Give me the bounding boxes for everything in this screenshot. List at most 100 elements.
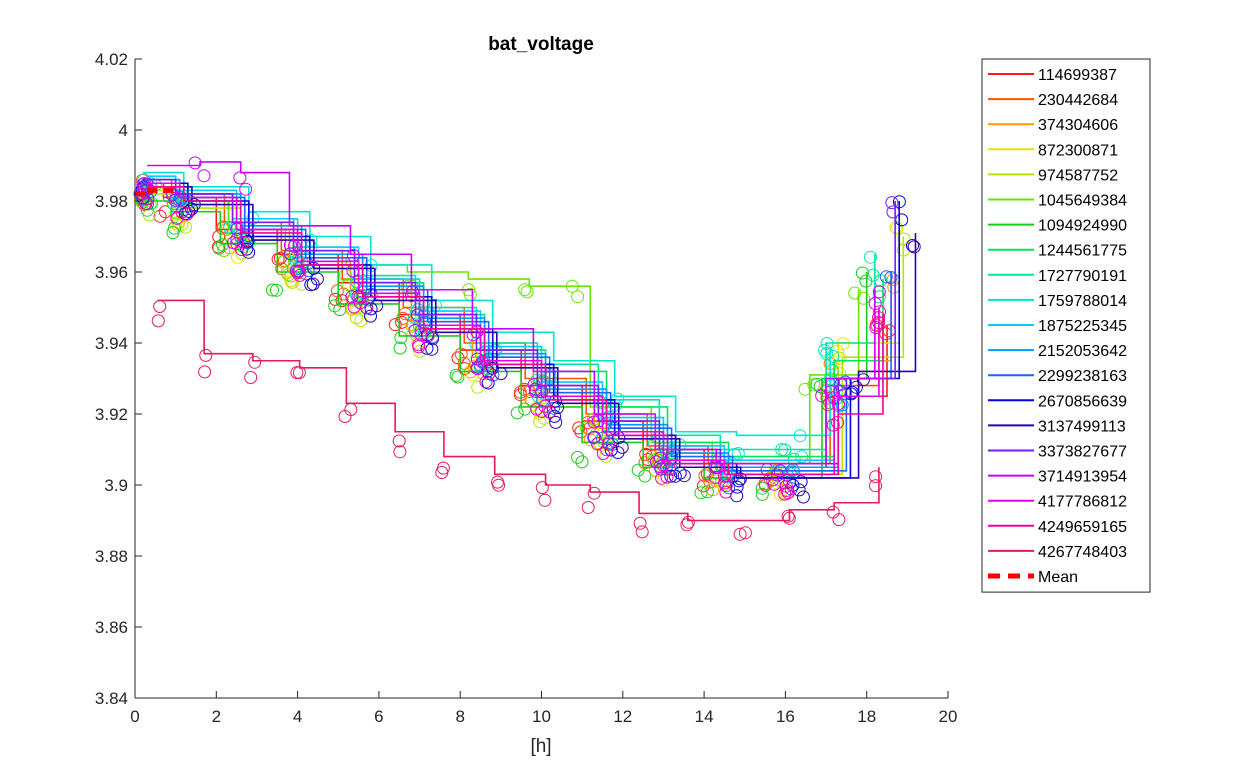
data-point	[872, 311, 886, 325]
data-point	[885, 196, 899, 210]
data-point	[180, 207, 194, 221]
x-tick-label: 2	[212, 707, 221, 726]
y-tick-label: 3.9	[104, 476, 128, 495]
data-point	[518, 283, 532, 297]
data-point	[240, 235, 254, 249]
data-point	[153, 300, 167, 313]
data-point	[872, 290, 886, 304]
data-point	[239, 182, 253, 196]
data-point	[571, 290, 585, 304]
data-point	[722, 481, 736, 495]
y-tick-label: 3.92	[95, 405, 128, 424]
legend-label: 3373827677	[1038, 444, 1127, 461]
data-point	[615, 440, 629, 454]
data-point	[283, 238, 297, 252]
data-point	[360, 301, 374, 315]
data-point	[168, 221, 181, 235]
x-tick-label: 4	[293, 707, 302, 726]
data-point	[344, 403, 358, 416]
data-point	[820, 347, 834, 360]
x-tick-label: 0	[130, 707, 139, 726]
legend-label: 2299238163	[1038, 368, 1127, 385]
data-point	[471, 362, 484, 376]
data-point	[906, 239, 919, 252]
y-tick-label: 3.84	[95, 689, 128, 708]
legend-label: 4177786812	[1038, 494, 1127, 511]
data-point	[449, 368, 463, 382]
data-point	[185, 202, 199, 216]
data-point	[660, 470, 674, 484]
x-tick-label: 16	[776, 707, 795, 726]
data-point	[392, 434, 406, 448]
data-point	[793, 429, 807, 443]
data-point	[169, 191, 183, 205]
data-point	[872, 316, 886, 329]
data-point	[587, 415, 601, 429]
data-point	[353, 290, 367, 304]
legend-label: 1875225345	[1038, 318, 1127, 335]
data-point	[773, 464, 787, 478]
series-line	[147, 186, 884, 476]
data-point	[212, 241, 226, 255]
data-point	[290, 366, 304, 380]
data-point	[141, 192, 155, 206]
legend-label: 4267748403	[1038, 544, 1127, 561]
data-point	[393, 445, 407, 459]
legend-label: 1727790191	[1038, 268, 1127, 285]
data-point	[549, 415, 563, 429]
legend-label: 1244561775	[1038, 243, 1127, 260]
chart-title: bat_voltage	[488, 34, 594, 55]
data-point	[884, 271, 898, 284]
y-tick-label: 3.98	[95, 192, 128, 211]
data-point	[708, 470, 722, 484]
data-point	[136, 177, 150, 191]
x-tick-label: 12	[613, 707, 632, 726]
legend-label: 974587752	[1038, 167, 1118, 184]
data-point	[310, 272, 324, 286]
data-point	[733, 472, 747, 486]
data-point	[778, 487, 792, 501]
data-point	[548, 409, 561, 423]
data-point	[892, 195, 906, 209]
data-point	[513, 385, 527, 399]
legend-label: 872300871	[1038, 142, 1118, 159]
data-point	[820, 337, 834, 350]
x-tick-label: 6	[374, 707, 383, 726]
data-point	[248, 355, 262, 369]
data-point	[533, 415, 547, 429]
data-point	[458, 362, 471, 376]
data-point	[425, 342, 439, 356]
data-point	[405, 319, 419, 333]
data-point	[780, 483, 794, 497]
data-point	[482, 367, 496, 381]
data-point	[869, 470, 883, 484]
data-point	[733, 527, 747, 541]
data-point	[231, 250, 244, 264]
y-tick-label: 3.88	[95, 547, 128, 566]
data-point	[266, 283, 279, 297]
series-line	[135, 187, 180, 197]
data-point	[223, 220, 237, 234]
data-point	[457, 356, 471, 370]
data-point	[681, 515, 695, 529]
data-point	[755, 481, 769, 495]
data-point	[824, 385, 838, 399]
legend-label: 2670856639	[1038, 393, 1127, 410]
data-point	[857, 291, 871, 305]
data-point	[216, 238, 230, 252]
data-point	[781, 509, 795, 523]
series-line	[157, 299, 880, 522]
legend-label: 1045649384	[1038, 193, 1127, 210]
data-point	[730, 480, 744, 494]
data-point	[738, 526, 752, 540]
x-tick-label: 8	[455, 707, 464, 726]
data-point	[551, 401, 564, 415]
data-point	[237, 235, 251, 249]
data-point	[306, 277, 320, 291]
data-point	[527, 378, 541, 392]
x-tick-label: 10	[532, 707, 551, 726]
data-point	[798, 382, 812, 396]
data-point	[475, 355, 489, 369]
data-point	[787, 452, 801, 466]
